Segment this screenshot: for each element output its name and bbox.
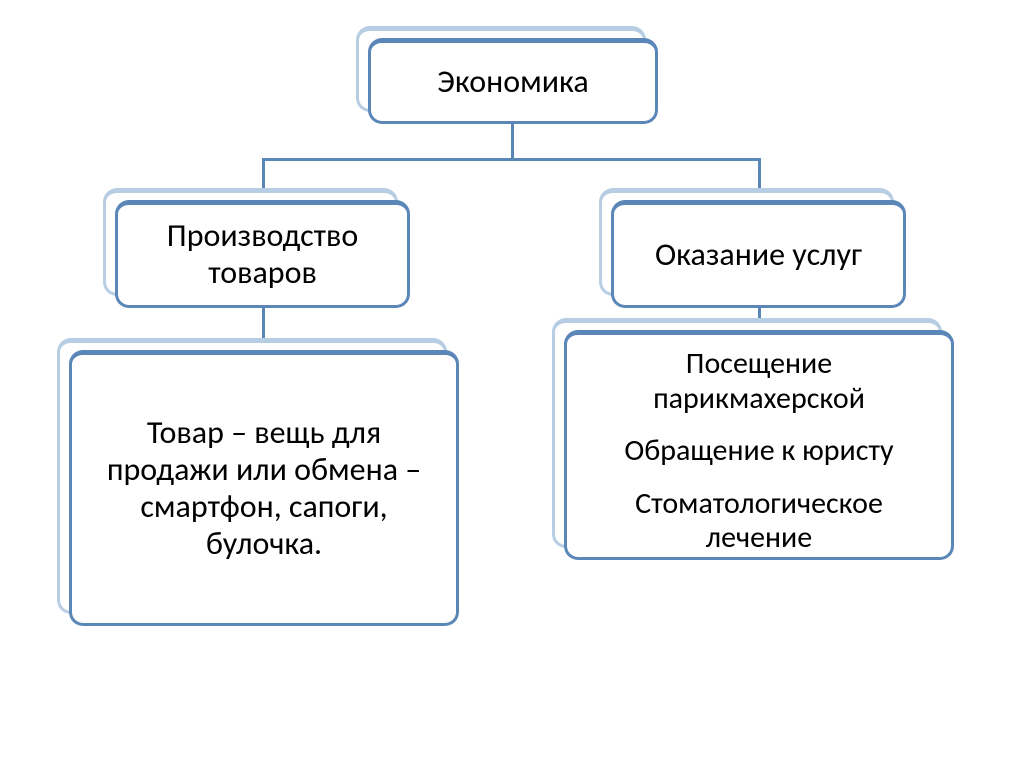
node-label: Товар – вещь для продажи или обмена – см…: [86, 415, 442, 562]
node-box: Оказание услуг: [611, 200, 906, 308]
right2-line: Посещение парикмахерской: [581, 347, 937, 416]
node-label: Производство товаров: [132, 218, 393, 292]
node-right2: Посещение парикмахерской Обращение к юри…: [564, 330, 954, 560]
node-label: Экономика: [437, 64, 588, 101]
node-box: Товар – вещь для продажи или обмена – см…: [69, 350, 459, 626]
node-label: Оказание услуг: [655, 237, 862, 274]
node-left2: Товар – вещь для продажи или обмена – см…: [69, 350, 459, 626]
diagram-canvas: Экономика Производство товаров Оказание …: [0, 0, 1024, 767]
node-right1: Оказание услуг: [611, 200, 906, 308]
node-left1: Производство товаров: [115, 200, 410, 308]
node-label: Посещение парикмахерской Обращение к юри…: [581, 347, 937, 556]
right2-line: Стоматологическое лечение: [581, 487, 937, 556]
right2-line: Обращение к юристу: [581, 434, 937, 469]
node-box: Посещение парикмахерской Обращение к юри…: [564, 330, 954, 560]
node-box: Производство товаров: [115, 200, 410, 308]
node-box: Экономика: [368, 38, 658, 124]
node-root: Экономика: [368, 38, 658, 124]
connector: [511, 124, 514, 158]
connector: [262, 158, 761, 161]
